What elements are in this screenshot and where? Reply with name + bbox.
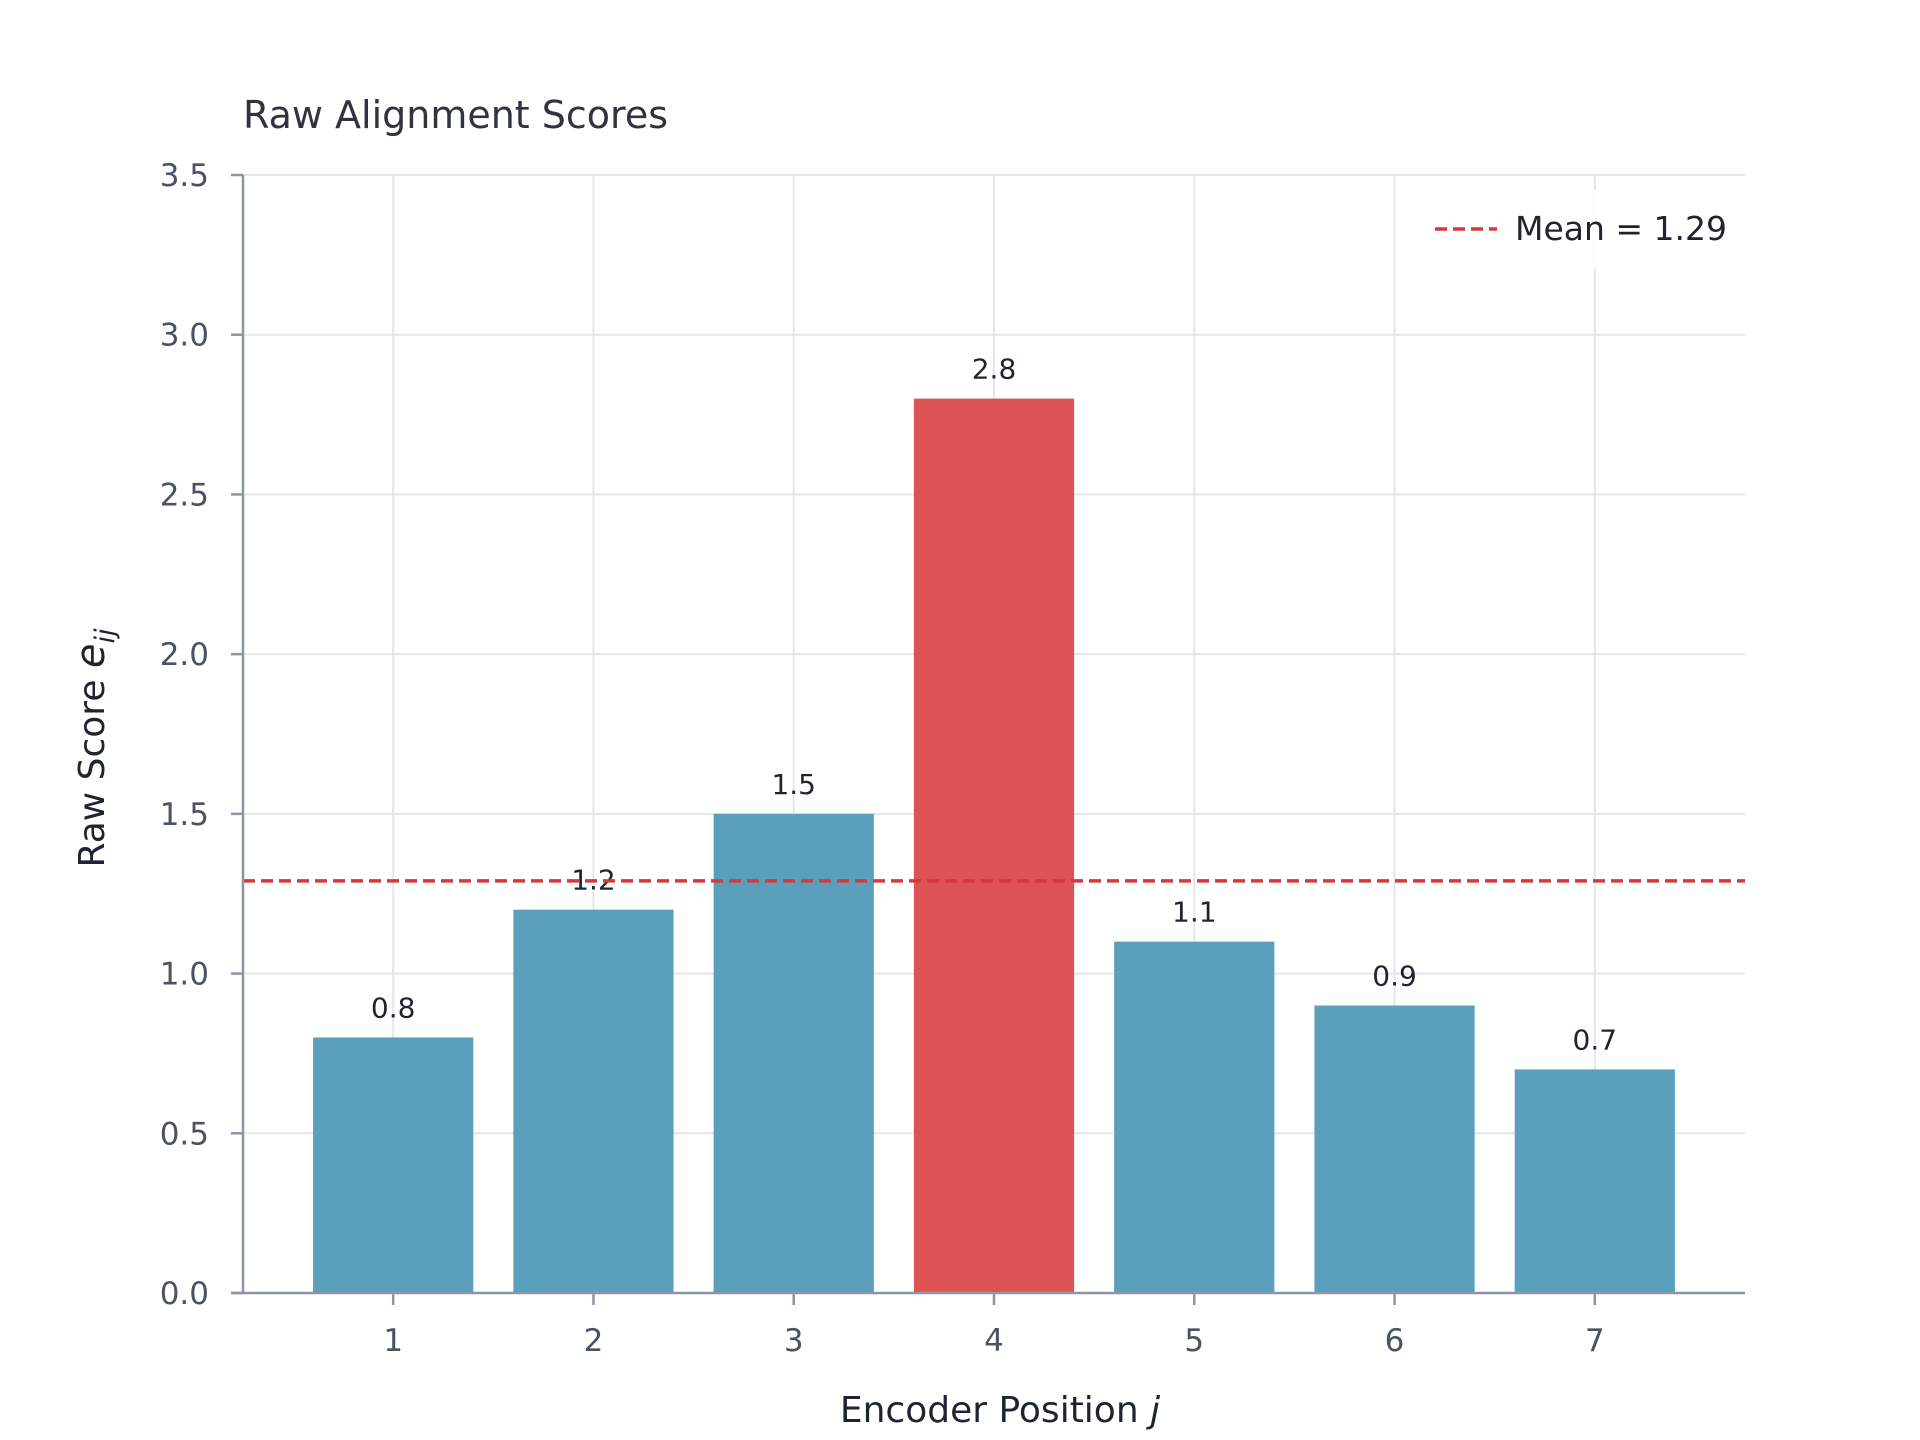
x-tick-label: 7 bbox=[1585, 1323, 1605, 1359]
legend-box bbox=[1415, 190, 1730, 268]
bar bbox=[1314, 1005, 1475, 1293]
legend-mean-label: Mean = 1.29 bbox=[1515, 209, 1727, 248]
bar bbox=[1114, 941, 1275, 1293]
bar bbox=[1514, 1069, 1675, 1293]
bar bbox=[513, 909, 674, 1293]
bar-value-label: 1.5 bbox=[771, 768, 816, 801]
bar-value-label: 0.7 bbox=[1573, 1023, 1618, 1056]
y-tick-label: 0.5 bbox=[160, 1116, 209, 1152]
bar-value-label: 1.1 bbox=[1172, 896, 1217, 929]
bar-highlight bbox=[913, 398, 1075, 1294]
bar bbox=[313, 1037, 474, 1293]
x-tick-label: 6 bbox=[1385, 1323, 1405, 1359]
y-tick-label: 1.5 bbox=[160, 797, 209, 833]
x-tick-label: 1 bbox=[383, 1323, 403, 1359]
bars bbox=[313, 398, 1675, 1294]
y-tick-label: 2.5 bbox=[160, 477, 209, 513]
y-axis-label: Raw Score eij bbox=[68, 628, 121, 868]
x-tick-label: 4 bbox=[984, 1323, 1004, 1359]
bar-value-label: 2.8 bbox=[972, 353, 1017, 386]
y-tick-label: 1.0 bbox=[160, 957, 209, 993]
y-tick-label: 0.0 bbox=[160, 1276, 209, 1312]
y-tick-label: 2.0 bbox=[160, 637, 209, 673]
bar bbox=[713, 813, 874, 1293]
bar-value-label: 0.9 bbox=[1372, 960, 1417, 993]
bar-value-label: 0.8 bbox=[371, 991, 416, 1024]
x-tick-label: 2 bbox=[584, 1323, 604, 1359]
y-tick-label: 3.5 bbox=[160, 158, 209, 194]
legend: Mean = 1.29 bbox=[1415, 190, 1730, 268]
axes bbox=[231, 175, 1745, 1295]
x-tick-label: 5 bbox=[1184, 1323, 1204, 1359]
tick-labels: 0.0 0.5 1.0 1.5 2.0 2.5 3.0 3.5 1 2 3 4 5 6 7 bbox=[160, 158, 1605, 1359]
x-tick-label: 3 bbox=[784, 1323, 804, 1359]
chart-title: Raw Alignment Scores bbox=[243, 93, 668, 137]
y-tick-label: 3.0 bbox=[160, 318, 209, 354]
x-axis-label: Encoder Position j bbox=[840, 1390, 1160, 1431]
